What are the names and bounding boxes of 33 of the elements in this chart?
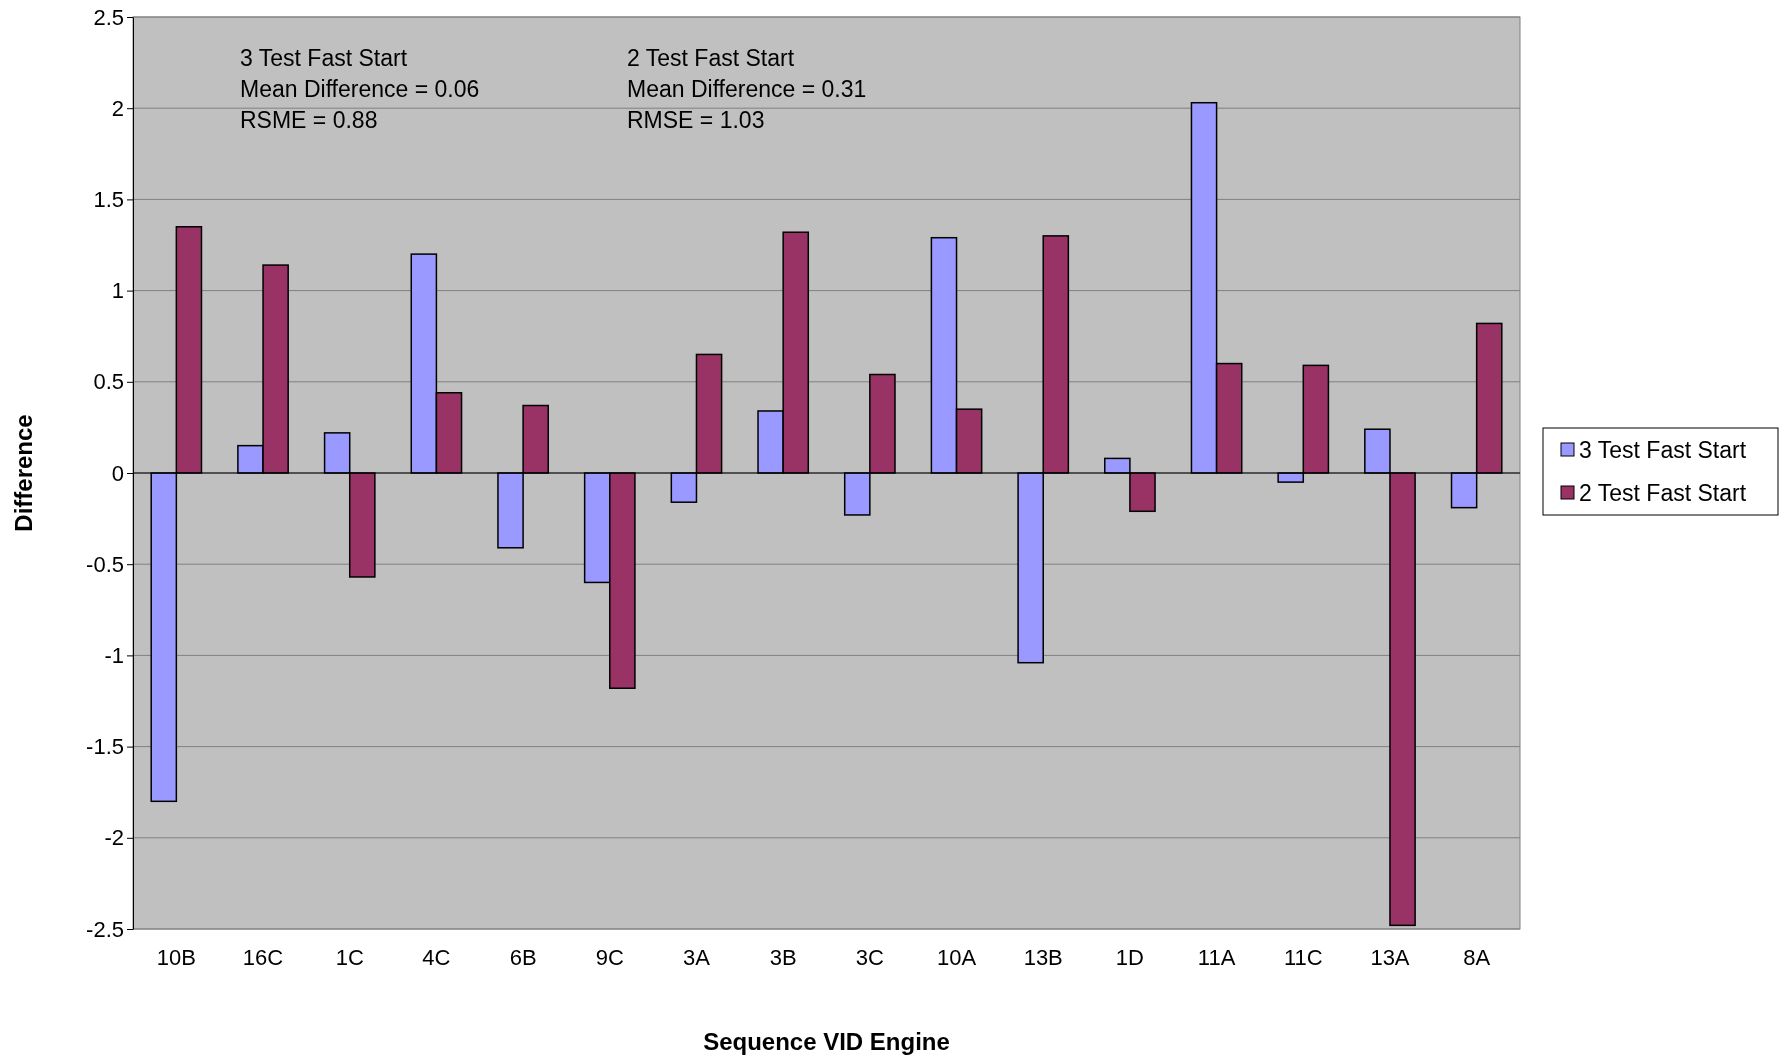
x-tick-label: 10A <box>936 945 977 970</box>
y-tick-label: 2.5 <box>93 4 124 30</box>
x-tick-label: 11A <box>1197 945 1236 970</box>
x-tick-label: 1C <box>335 945 364 970</box>
y-tick-label: -2 <box>104 825 124 851</box>
y-tick-label: -1 <box>104 642 124 668</box>
x-tick-label: 8A <box>1463 945 1491 970</box>
y-tick-label: 1 <box>111 278 124 304</box>
annotation: 2 Test Fast Start Mean Difference = 0.31 RMSE = 1.03 <box>627 45 867 133</box>
x-axis-title: Sequence VID Engine <box>703 1028 950 1055</box>
legend-label: 2 Test Fast Start <box>1579 480 1747 506</box>
x-tick-label: 16C <box>242 945 284 970</box>
x-tick-label: 11C <box>1283 945 1323 970</box>
y-tick-label: 0 <box>111 460 124 486</box>
x-tick-label: 3B <box>769 945 797 970</box>
x-tick-label: 3A <box>683 945 711 970</box>
y-tick-label: -0.5 <box>86 551 124 577</box>
y-tick-label: 2 <box>111 95 124 121</box>
legend-label: 3 Test Fast Start <box>1579 437 1747 463</box>
x-tick-label: 1D <box>1115 945 1144 970</box>
y-tick-label: -2.5 <box>86 916 124 942</box>
y-axis-title: Difference <box>10 414 37 532</box>
x-tick-label: 13B <box>1023 945 1063 970</box>
y-tick-label: -1.5 <box>86 734 124 760</box>
annotation: 3 Test Fast Start Mean Difference = 0.06 RSME = 0.88 <box>240 45 480 133</box>
x-tick-label: 4C <box>422 945 451 970</box>
y-tick-label: 1.5 <box>93 186 124 212</box>
x-tick-label: 10B <box>156 945 196 970</box>
x-tick-label: 3C <box>855 945 885 970</box>
x-tick-label: 6B <box>509 945 537 970</box>
x-tick-label: 13A <box>1370 945 1410 970</box>
x-tick-label: 9C <box>595 945 624 970</box>
y-tick-label: 0.5 <box>93 369 124 395</box>
